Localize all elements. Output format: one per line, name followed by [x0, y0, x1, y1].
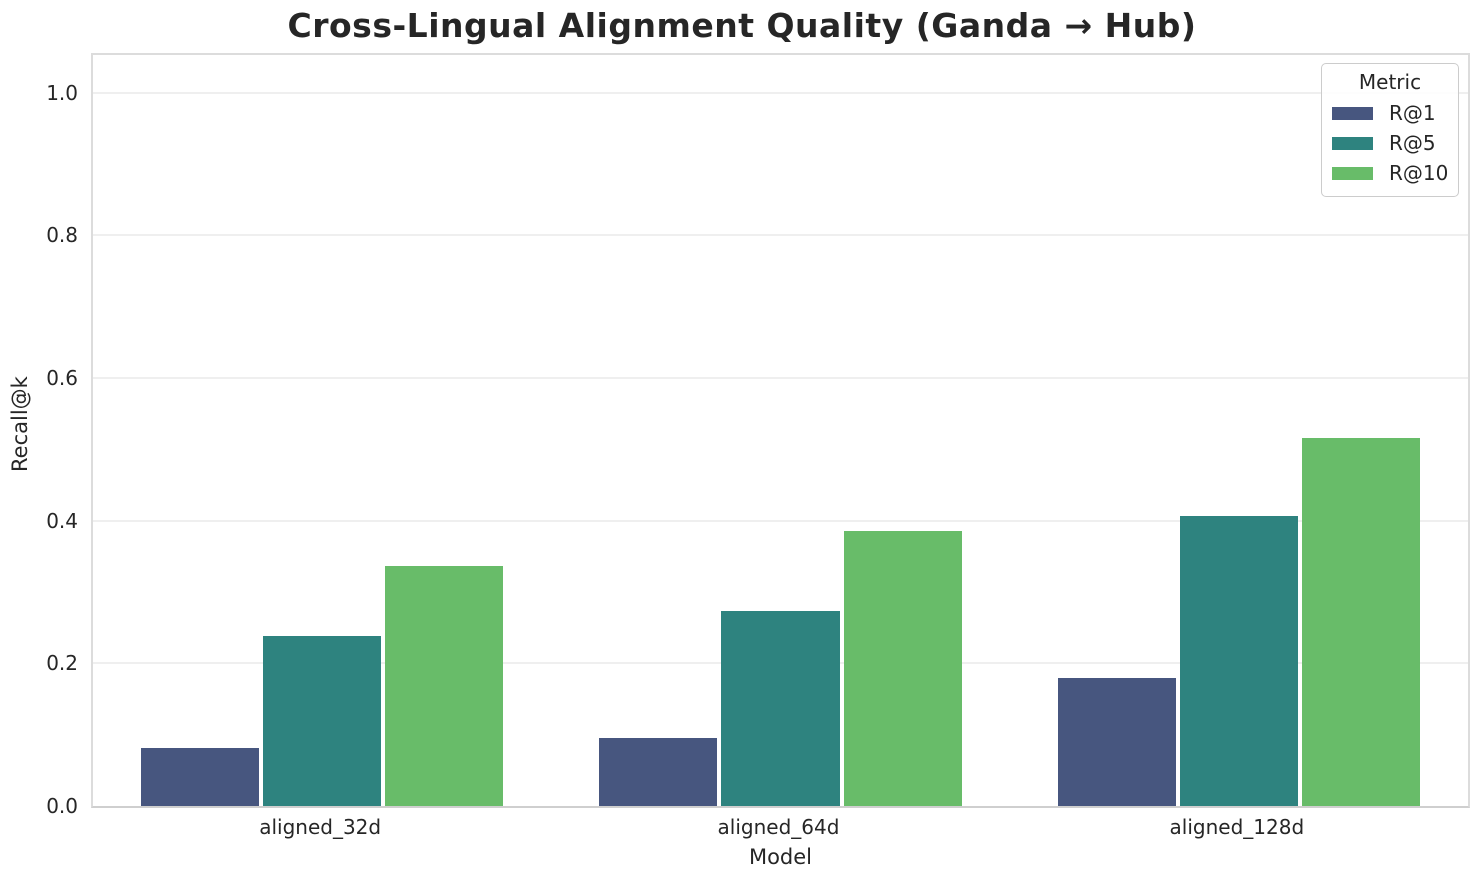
legend-title: Metric [1358, 70, 1422, 94]
y-tick-label-5: 1.0 [46, 80, 78, 105]
bar-aligned_64d-R@5 [721, 610, 840, 806]
x-tick-label-1: aligned_64d [717, 815, 840, 839]
bar-aligned_32d-R@10 [385, 565, 504, 806]
legend-item: R@5 [1322, 128, 1458, 158]
y-tick-label-2: 0.4 [46, 508, 78, 533]
x-axis-label: Model [748, 845, 813, 869]
bar-aligned_64d-R@10 [843, 530, 962, 806]
legend-label: R@5 [1389, 131, 1436, 155]
legend-swatch-1 [1332, 136, 1373, 150]
gridline [93, 519, 1468, 522]
legend-item: R@10 [1322, 158, 1458, 188]
legend-swatch-0 [1332, 106, 1373, 120]
legend-label: R@1 [1389, 101, 1436, 125]
legend-item: R@1 [1322, 98, 1458, 128]
y-axis: 0.0 0.2 0.4 0.6 0.8 1.0 [0, 55, 80, 816]
chart-title: Cross-Lingual Alignment Quality (Ganda →… [287, 6, 1197, 45]
plot-area [91, 53, 1470, 808]
bar-aligned_32d-R@5 [263, 636, 382, 806]
bar-aligned_128d-R@1 [1057, 678, 1176, 806]
x-tick-label-0: aligned_32d [259, 815, 382, 839]
y-tick-label-1: 0.2 [46, 651, 78, 676]
gridline [93, 234, 1468, 237]
x-tick-label-2: aligned_128d [1169, 815, 1305, 839]
gridline [93, 377, 1468, 380]
bar-aligned_128d-R@5 [1179, 516, 1298, 806]
gridline [93, 91, 1468, 94]
y-tick-label-4: 0.8 [46, 223, 78, 248]
y-tick-label-0: 0.0 [46, 794, 78, 818]
bar-aligned_64d-R@1 [599, 737, 718, 806]
legend-swatch-2 [1332, 166, 1373, 180]
y-tick-label-3: 0.6 [46, 366, 78, 391]
legend-label: R@10 [1389, 161, 1449, 185]
legend: Metric R@1 R@5 R@10 [1321, 63, 1459, 197]
x-axis: aligned_32d aligned_64d aligned_128d [91, 815, 1470, 841]
bar-aligned_32d-R@1 [140, 747, 260, 806]
bar-aligned_128d-R@10 [1301, 438, 1421, 806]
